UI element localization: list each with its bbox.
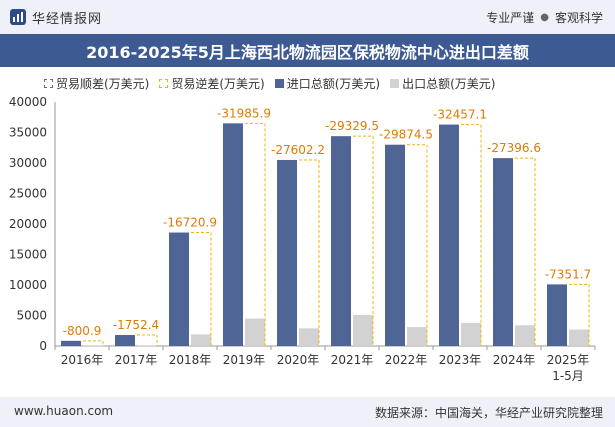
deficit-bar bbox=[83, 340, 104, 346]
export-bar bbox=[569, 329, 589, 346]
legend-label-surplus: 贸易顺差(万美元) bbox=[56, 76, 150, 91]
x-tick-label: 2023年 bbox=[439, 353, 482, 367]
import-bar bbox=[547, 284, 567, 346]
import-bar bbox=[385, 144, 405, 346]
deficit-data-label: -16720.9 bbox=[163, 216, 217, 230]
x-tick-label: 2021年 bbox=[331, 353, 374, 367]
chart-title: 2016-2025年5月上海西北物流园区保税物流中心进出口差额 bbox=[0, 34, 615, 67]
deficit-bar bbox=[353, 135, 374, 346]
export-bar bbox=[245, 318, 265, 346]
brand[interactable]: 华经情报网 bbox=[10, 8, 103, 27]
slogan: 专业严谨 ● 客观科学 bbox=[486, 9, 603, 26]
deficit-data-label: -1752.4 bbox=[113, 318, 159, 332]
slogan-dot-icon: ● bbox=[540, 12, 549, 23]
legend-label-deficit: 贸易逆差(万美元) bbox=[171, 76, 265, 91]
brand-name: 华经情报网 bbox=[32, 11, 103, 27]
export-bar bbox=[299, 328, 319, 346]
x-tick-sublabel: 1-5月 bbox=[552, 369, 584, 383]
legend-item-surplus[interactable]: 贸易顺差(万美元) bbox=[44, 75, 149, 92]
export-bar bbox=[353, 314, 373, 346]
y-tick-label: 15000 bbox=[9, 248, 47, 262]
footer-source: 数据来源：中国海关，华经产业研究院整理 bbox=[374, 406, 603, 420]
legend-swatch-deficit bbox=[159, 78, 169, 88]
footer-site-link[interactable]: www.huaon.com bbox=[14, 404, 114, 418]
import-bar bbox=[493, 158, 513, 346]
export-bar bbox=[137, 345, 157, 347]
x-tick-label: 2018年 bbox=[169, 353, 212, 367]
import-bar bbox=[331, 136, 351, 346]
export-bar bbox=[515, 325, 535, 346]
y-tick-label: 30000 bbox=[9, 156, 47, 170]
y-tick-label: 0 bbox=[39, 339, 47, 353]
top-bar: 华经情报网 专业严谨 ● 客观科学 bbox=[0, 0, 615, 34]
deficit-bar bbox=[137, 334, 158, 346]
bar-chart: 0 5000 10000 15000 20000 25000 30000 35000 40000… bbox=[9, 95, 596, 383]
legend-item-export[interactable]: 出口总额(万美元) bbox=[390, 75, 496, 92]
import-bar bbox=[223, 123, 243, 346]
deficit-bar bbox=[299, 159, 320, 346]
deficit-data-label: -31985.9 bbox=[217, 106, 271, 120]
legend-swatch-export bbox=[390, 78, 400, 88]
y-tick-label: 10000 bbox=[9, 278, 47, 292]
import-bar bbox=[169, 232, 189, 346]
footer: www.huaon.com 数据来源：中国海关，华经产业研究院整理 bbox=[0, 397, 615, 427]
legend-item-import[interactable]: 进口总额(万美元) bbox=[274, 75, 381, 92]
export-bar bbox=[83, 345, 103, 347]
import-bar bbox=[115, 335, 135, 346]
brand-logo-icon bbox=[10, 9, 26, 25]
deficit-data-label: -29874.5 bbox=[379, 128, 433, 142]
x-tick-label: 2025年 bbox=[547, 353, 590, 367]
y-tick-label: 20000 bbox=[9, 217, 47, 231]
import-bar bbox=[439, 124, 459, 346]
x-tick-label: 2024年 bbox=[493, 353, 536, 367]
legend-label-export: 出口总额(万美元) bbox=[402, 76, 496, 91]
deficit-bar bbox=[407, 144, 428, 346]
deficit-data-label: -32457.1 bbox=[433, 108, 487, 122]
y-tick-label: 5000 bbox=[16, 309, 47, 323]
deficit-bar bbox=[191, 232, 212, 346]
legend-swatch-surplus bbox=[44, 78, 53, 88]
chart-legend: 贸易顺差(万美元) 贸易逆差(万美元) 进口总额(万美元) 出口总额(万美元) bbox=[44, 74, 604, 92]
deficit-bar bbox=[515, 157, 536, 346]
deficit-data-label: -29329.5 bbox=[325, 119, 379, 133]
deficit-data-label: -800.9 bbox=[63, 324, 102, 338]
import-bar bbox=[277, 159, 297, 346]
deficit-data-label: -27396.6 bbox=[487, 141, 541, 155]
x-tick-label: 2019年 bbox=[223, 353, 266, 367]
deficit-bar bbox=[461, 124, 482, 346]
deficit-data-label: -27602.2 bbox=[271, 143, 325, 157]
y-tick-label: 40000 bbox=[9, 95, 47, 109]
deficit-bar bbox=[569, 283, 590, 346]
y-tick-label: 35000 bbox=[9, 126, 47, 140]
deficit-bar bbox=[245, 122, 266, 346]
import-bar bbox=[61, 340, 81, 346]
x-tick-label: 2016年 bbox=[61, 353, 104, 367]
export-bar bbox=[407, 327, 427, 346]
y-tick-label: 25000 bbox=[9, 187, 47, 201]
legend-swatch-import bbox=[274, 78, 284, 88]
x-tick-label: 2022年 bbox=[385, 353, 428, 367]
x-tick-label: 2017年 bbox=[115, 353, 158, 367]
deficit-data-label: -7351.7 bbox=[545, 267, 591, 281]
slogan-left: 专业严谨 bbox=[486, 11, 535, 25]
legend-item-deficit[interactable]: 贸易逆差(万美元) bbox=[159, 75, 265, 92]
slogan-right: 客观科学 bbox=[554, 11, 603, 25]
export-bar bbox=[191, 334, 211, 346]
export-bar bbox=[461, 322, 481, 346]
legend-label-import: 进口总额(万美元) bbox=[286, 76, 381, 91]
x-tick-label: 2020年 bbox=[277, 353, 320, 367]
